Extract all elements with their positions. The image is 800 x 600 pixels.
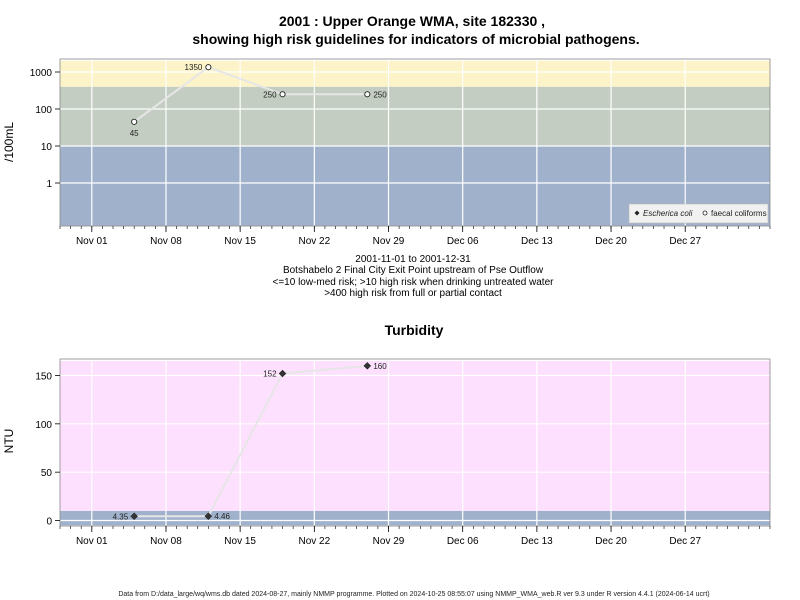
x-tick-label: Nov 29	[373, 536, 405, 547]
y-tick-label: 100	[35, 105, 52, 116]
x-tick-label: Dec 27	[669, 536, 701, 547]
plot-frame	[59, 58, 771, 227]
risk-band	[60, 86, 770, 146]
data-point	[130, 512, 139, 521]
data-point	[363, 361, 372, 370]
footer-note: Data from D:/data_large/wq/wms.db dated …	[118, 591, 709, 598]
bacteria-plot-panel: Nov 01 Nov 08 Nov 15 Nov 22 Nov 29 Dec 06 Dec …	[30, 58, 771, 247]
data-label: 4.35	[113, 512, 129, 521]
legend-marker	[634, 210, 640, 216]
data-point	[131, 118, 138, 125]
x-tick-label: Dec 06	[447, 536, 479, 547]
chart-title: 2001 : Upper Orange WMA, site 182330 ,	[279, 13, 545, 29]
caption-guideline-drinking: <=10 low-med risk; >10 high risk when dr…	[273, 277, 555, 288]
turbidity-title: Turbidity	[385, 322, 444, 338]
plot-frame	[59, 358, 771, 527]
legend-marker	[702, 210, 708, 216]
series-line	[133, 66, 368, 123]
x-tick-label: Dec 06	[447, 236, 479, 247]
x-tick-label: Dec 13	[521, 536, 553, 547]
x-tick-label: Nov 08	[150, 536, 182, 547]
x-tick-label: Nov 15	[224, 236, 256, 247]
turbidity-plot-panel: Nov 01 Nov 08 Nov 15 Nov 22 Nov 29 Dec 06 Dec …	[35, 358, 771, 547]
data-label: 1350	[185, 63, 203, 72]
caption-guideline-contact: >400 high risk from full or partial cont…	[324, 288, 502, 299]
data-point	[279, 91, 286, 98]
x-tick-label: Dec 20	[595, 236, 627, 247]
caption-date-range: 2001-11-01 to 2001-12-31	[355, 254, 471, 265]
data-point	[204, 512, 213, 521]
x-tick-label: Dec 13	[521, 236, 553, 247]
legend-label: Escherica coli	[643, 209, 693, 218]
x-tick-label: Nov 01	[76, 236, 108, 247]
data-point	[205, 64, 212, 71]
x-tick-label: Dec 20	[595, 536, 627, 547]
x-tick-label: Nov 08	[150, 236, 182, 247]
risk-band	[60, 360, 770, 511]
caption-site-description: Botshabelo 2 Final City Exit Point upstr…	[283, 265, 544, 276]
data-point	[278, 369, 287, 378]
data-label: 250	[263, 90, 277, 99]
data-label: 152	[263, 370, 277, 379]
x-tick-label: Nov 22	[298, 536, 330, 547]
x-tick-label: Nov 01	[76, 536, 108, 547]
x-tick-label: Nov 29	[373, 236, 405, 247]
turbidity-y-axis-label: NTU	[2, 429, 16, 454]
data-label: 160	[373, 362, 387, 371]
risk-band	[60, 510, 770, 526]
chart-subtitle: showing high risk guidelines for indicat…	[192, 31, 639, 47]
x-tick-label: Nov 22	[298, 236, 330, 247]
x-tick-label: Nov 15	[224, 536, 256, 547]
data-label: 250	[373, 90, 387, 99]
legend-label: faecal coliforms	[711, 209, 767, 218]
y-tick-label: 10	[41, 142, 53, 153]
y-tick-label: 0	[46, 517, 52, 528]
y-tick-label: 150	[35, 371, 52, 382]
legend-box	[628, 203, 769, 224]
data-label: 45	[130, 129, 139, 138]
y-tick-label: 1	[46, 179, 52, 190]
x-tick-label: Dec 27	[669, 236, 701, 247]
y-tick-label: 100	[35, 420, 52, 431]
bacteria-y-axis-label: /100mL	[2, 122, 16, 162]
series-line	[134, 364, 368, 518]
data-label: 4.46	[214, 512, 230, 521]
data-point	[364, 91, 371, 98]
risk-band	[60, 60, 770, 87]
y-tick-label: 50	[41, 468, 53, 479]
y-tick-label: 1000	[30, 68, 53, 79]
